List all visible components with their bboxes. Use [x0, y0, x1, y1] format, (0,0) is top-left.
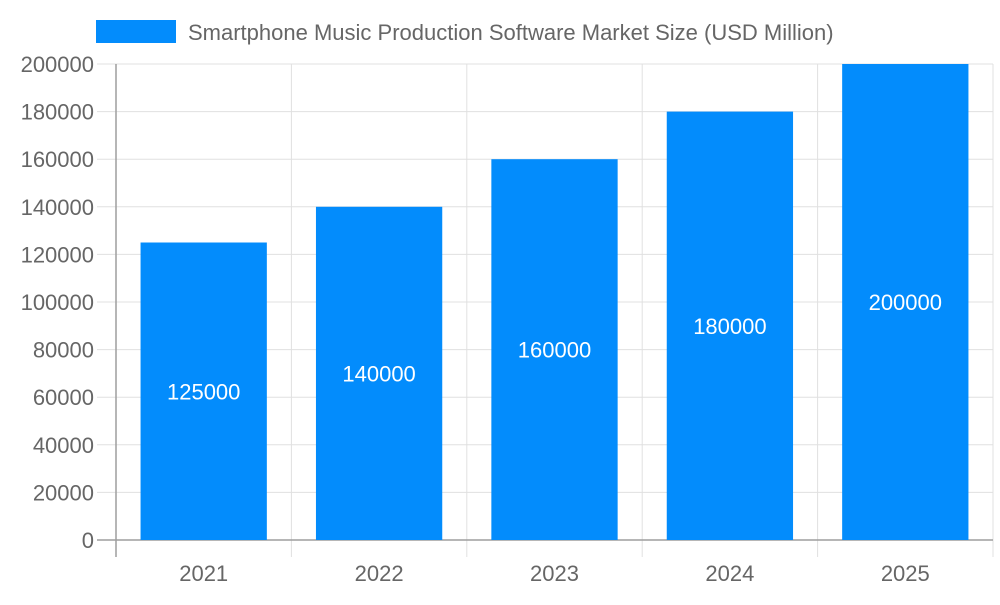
y-tick-label: 140000: [21, 195, 94, 220]
bar-2023[interactable]: [491, 159, 618, 540]
bar-2025[interactable]: [842, 64, 969, 540]
bar-2021[interactable]: [140, 242, 267, 541]
data-label: 180000: [693, 314, 766, 339]
y-tick-label: 180000: [21, 100, 94, 125]
y-tick-label: 200000: [21, 52, 94, 77]
y-tick-label: 40000: [33, 433, 94, 458]
y-tick-label: 80000: [33, 338, 94, 363]
legend-swatch[interactable]: [96, 20, 176, 43]
bar-2022[interactable]: [315, 206, 443, 541]
data-label: 160000: [518, 338, 591, 363]
data-label: 200000: [869, 290, 942, 315]
y-tick-label: 20000: [33, 480, 94, 505]
x-tick-label: 2025: [881, 561, 930, 586]
y-tick-label: 100000: [21, 290, 94, 315]
x-tick-label: 2021: [179, 561, 228, 586]
x-tick-label: 2022: [355, 561, 404, 586]
x-tick-label: 2023: [530, 561, 579, 586]
x-tick-label: 2024: [705, 561, 754, 586]
y-tick-label: 160000: [21, 147, 94, 172]
y-tick-label: 60000: [33, 385, 94, 410]
bar-2024[interactable]: [666, 111, 794, 540]
y-tick-label: 0: [82, 528, 94, 553]
data-label: 125000: [167, 379, 240, 404]
data-label: 140000: [342, 361, 415, 386]
legend-label[interactable]: Smartphone Music Production Software Mar…: [188, 20, 834, 45]
y-tick-label: 120000: [21, 242, 94, 267]
